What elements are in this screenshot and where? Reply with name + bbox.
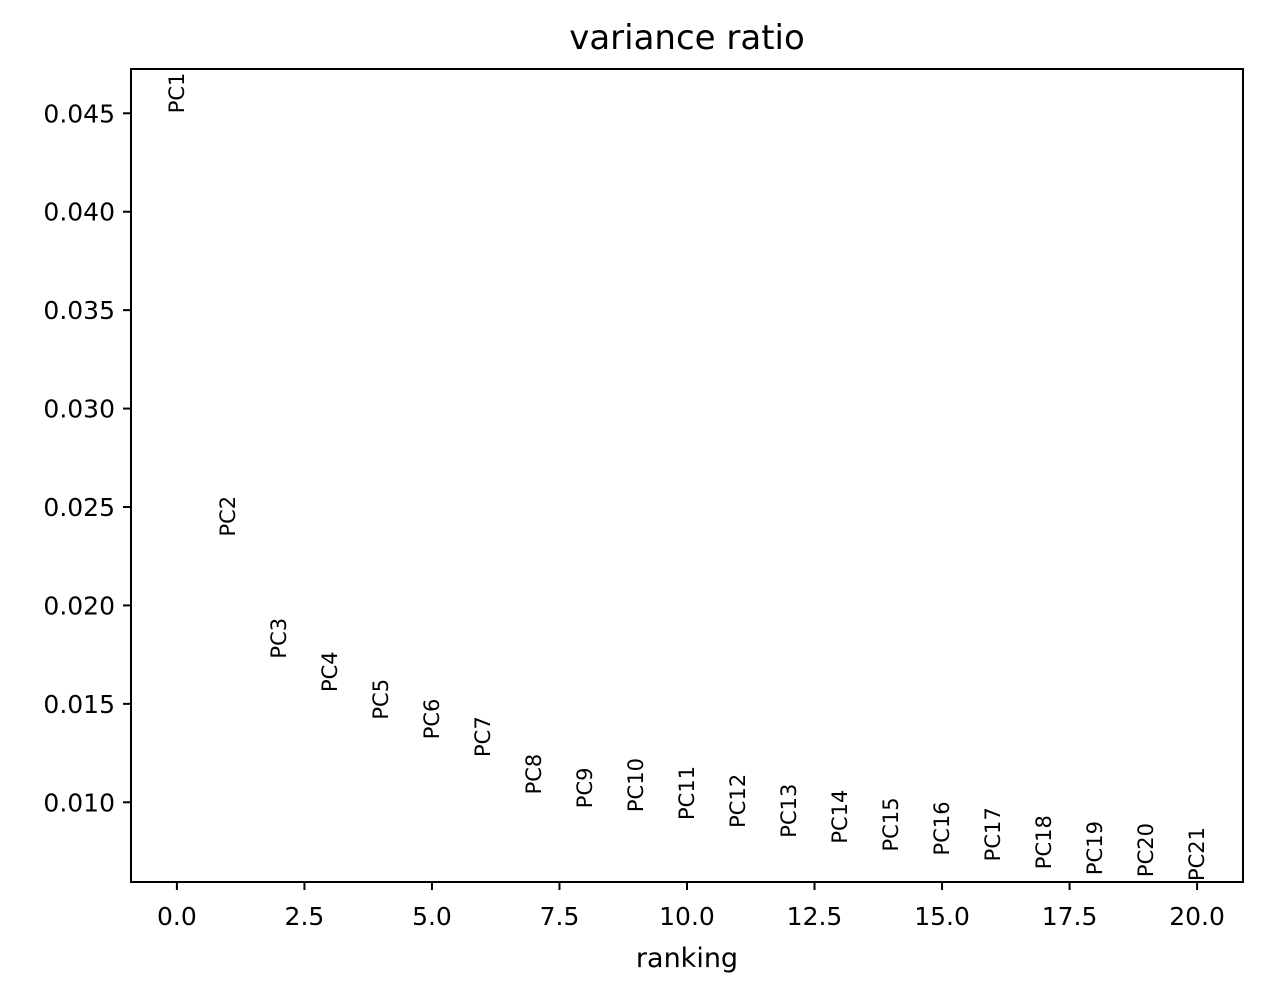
y-tick-label: 0.030 xyxy=(43,395,115,424)
point-labels-layer: PC1 PC2 PC3 PC4 PC5 PC6 PC7 PC8 PC9 PC10 PC11 PC12 P… xyxy=(165,73,1209,881)
point-label-pc11: PC11 xyxy=(675,766,699,820)
y-tick-label: 0.040 xyxy=(43,198,115,227)
x-tick-label: 7.5 xyxy=(540,902,580,931)
x-tick-label: 10.0 xyxy=(659,902,715,931)
point-label-pc8: PC8 xyxy=(522,754,546,795)
point-label-pc12: PC12 xyxy=(726,774,750,828)
x-tick-label: 12.5 xyxy=(787,902,843,931)
y-tick-label: 0.020 xyxy=(43,591,115,620)
point-label-pc21: PC21 xyxy=(1185,827,1209,881)
point-label-pc2: PC2 xyxy=(216,496,240,537)
x-tick-label: 20.0 xyxy=(1169,902,1225,931)
point-label-pc13: PC13 xyxy=(777,784,801,838)
point-label-pc19: PC19 xyxy=(1083,821,1107,875)
x-tick-label: 2.5 xyxy=(285,902,325,931)
y-axis-ticks: 0.010 0.015 0.020 0.025 0.030 0.035 0.040 0.045 xyxy=(43,99,131,817)
point-label-pc18: PC18 xyxy=(1032,815,1056,869)
y-tick-label: 0.045 xyxy=(43,99,115,128)
point-label-pc5: PC5 xyxy=(369,679,393,720)
x-axis-label: ranking xyxy=(636,943,738,974)
point-label-pc6: PC6 xyxy=(420,699,444,740)
point-label-pc14: PC14 xyxy=(828,790,852,844)
point-label-pc15: PC15 xyxy=(879,797,903,851)
point-label-pc9: PC9 xyxy=(573,767,597,808)
point-label-pc7: PC7 xyxy=(471,716,495,757)
chart-title: variance ratio xyxy=(569,18,805,58)
x-tick-label: 5.0 xyxy=(412,902,452,931)
point-label-pc4: PC4 xyxy=(318,651,342,692)
plot-frame xyxy=(130,68,1244,883)
y-tick-label: 0.035 xyxy=(43,296,115,325)
point-label-pc20: PC20 xyxy=(1134,823,1158,877)
x-tick-label: 15.0 xyxy=(914,902,970,931)
point-label-pc1: PC1 xyxy=(165,73,189,114)
point-label-pc3: PC3 xyxy=(267,618,291,659)
y-tick-label: 0.025 xyxy=(43,493,115,522)
point-label-pc10: PC10 xyxy=(624,758,648,812)
y-tick-label: 0.010 xyxy=(43,788,115,817)
point-label-pc16: PC16 xyxy=(930,801,954,855)
x-axis-ticks: 0.0 2.5 5.0 7.5 10.0 12.5 15.0 17.5 20.0 xyxy=(157,882,1225,931)
x-tick-label: 17.5 xyxy=(1042,902,1098,931)
x-tick-label: 0.0 xyxy=(157,902,197,931)
y-tick-label: 0.015 xyxy=(43,690,115,719)
point-label-pc17: PC17 xyxy=(981,807,1005,861)
